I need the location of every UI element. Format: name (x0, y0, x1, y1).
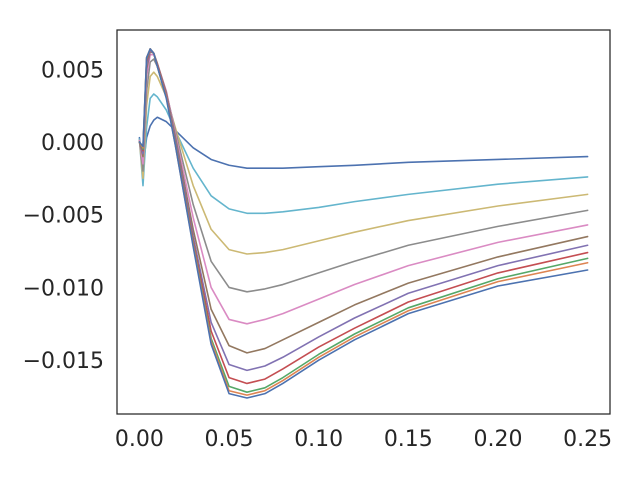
y-tick-label: −0.005 (23, 204, 104, 229)
x-tick-label: 0.00 (115, 427, 164, 452)
y-tick-label: 0.005 (41, 58, 104, 83)
series-line-11 (138, 48, 589, 399)
plot-frame (116, 29, 611, 415)
x-tick-label: 0.05 (205, 427, 254, 452)
y-tick-label: −0.015 (23, 349, 104, 374)
series-line-2 (138, 93, 589, 215)
y-tick-label: 0.000 (41, 131, 104, 156)
x-tick-label: 0.25 (563, 427, 612, 452)
y-tick-label: −0.010 (23, 276, 104, 301)
series-line-3 (138, 71, 589, 255)
series-line-4 (138, 58, 589, 293)
x-tick-label: 0.10 (294, 427, 343, 452)
series-lines (138, 48, 589, 399)
x-tick-label: 0.20 (473, 427, 522, 452)
series-line-1 (138, 116, 589, 169)
x-axis-tick-labels: 0.00 0.05 0.10 0.15 0.20 0.25 (115, 427, 612, 452)
y-axis-tick-labels: 0.005 0.000 −0.005 −0.010 −0.015 (23, 58, 104, 374)
x-tick-label: 0.15 (384, 427, 433, 452)
